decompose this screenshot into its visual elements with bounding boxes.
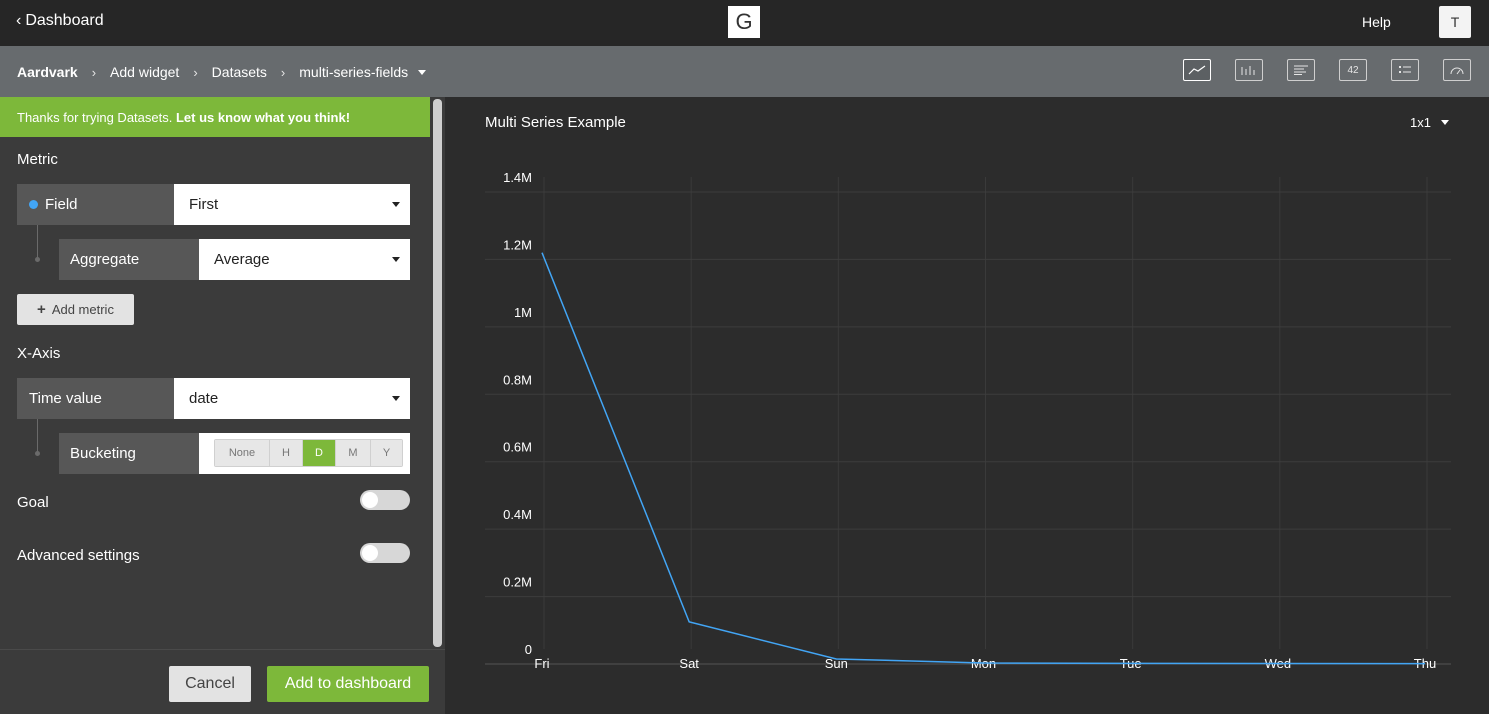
feedback-banner: Thanks for trying Datasets. Let us know … [0,97,430,137]
chevron-left-icon: ‹ [16,12,22,29]
back-link-label: Dashboard [25,12,104,29]
cancel-button[interactable]: Cancel [169,666,251,702]
add-to-dashboard-button[interactable]: Add to dashboard [267,666,429,702]
series-line [541,252,1426,665]
bucketing-option-month[interactable]: M [336,440,371,466]
aggregate-select[interactable]: Average [199,239,410,280]
back-to-dashboard-link[interactable]: ‹ Dashboard [16,12,104,30]
breadcrumb-bar: Aardvark › Add widget › Datasets › multi… [0,46,1489,97]
add-metric-label: Add metric [51,302,114,317]
breadcrumb-item-add-widget[interactable]: Add widget [110,64,180,80]
tree-connector [37,225,38,259]
time-value-select-value: date [189,390,219,407]
bar-chart-icon[interactable] [1235,59,1263,81]
avatar[interactable]: T [1439,6,1471,38]
text-icon[interactable] [1287,59,1315,81]
chevron-down-icon [392,396,400,401]
goal-toggle[interactable] [360,490,410,510]
breadcrumb: Aardvark › Add widget › Datasets › multi… [17,64,427,80]
logo: G [728,6,760,38]
chevron-down-icon [392,202,400,207]
metric-section-title: Metric [17,151,58,168]
breadcrumb-item-aardvark[interactable]: Aardvark [17,64,78,80]
tree-connector [37,419,38,453]
aggregate-select-value: Average [214,251,270,268]
advanced-settings-label: Advanced settings [17,547,140,564]
line-chart-icon[interactable] [1183,59,1211,81]
field-select-value: First [189,196,219,213]
field-select[interactable]: First [174,184,410,225]
number-icon[interactable]: 42 [1339,59,1367,81]
scrollbar-thumb[interactable] [433,99,442,647]
bucketing-label: Bucketing [59,433,199,474]
config-panel: Thanks for trying Datasets. Let us know … [0,97,445,714]
tree-node-dot [35,257,40,262]
y-tick-label: 0.2M [503,575,532,590]
series-color-dot [29,200,38,209]
top-bar: ‹ Dashboard G Help T [0,0,1489,46]
x-tick-label: Fri [534,656,549,671]
widget-title: Multi Series Example [485,114,626,131]
time-value-label: Time value [17,378,174,419]
chevron-right-icon: › [193,64,198,80]
chevron-right-icon: › [91,64,97,80]
breadcrumb-item-dataset[interactable]: multi-series-fields [299,64,409,80]
visualization-type-picker: 42 [1183,59,1471,81]
help-link[interactable]: Help [1362,14,1391,30]
widget-size-select[interactable]: 1x1 [1410,115,1449,130]
x-tick-label: Sat [679,656,699,671]
tree-node-dot [35,451,40,456]
bucketing-segmented-control: None H D M Y [214,439,403,467]
advanced-settings-toggle[interactable] [360,543,410,563]
feedback-link[interactable]: Let us know what you think! [175,110,351,125]
bucketing-option-year[interactable]: Y [371,440,402,466]
time-value-select[interactable]: date [174,378,410,419]
chevron-down-icon [1441,120,1449,125]
field-label: Field [17,184,174,225]
bucketing-option-hour[interactable]: H [270,440,303,466]
toggle-knob [362,492,378,508]
aggregate-label: Aggregate [59,239,199,280]
bucketing-option-none[interactable]: None [215,440,270,466]
chevron-down-icon [392,257,400,262]
y-tick-label: 1.4M [503,170,532,185]
widget-size-value: 1x1 [1410,115,1431,130]
plus-icon: + [37,301,46,318]
panel-footer: Cancel Add to dashboard [0,649,445,714]
toggle-knob [362,545,378,561]
banner-text: Thanks for trying Datasets. [17,110,173,125]
y-tick-label: 0.4M [503,507,532,522]
x-axis-section-title: X-Axis [17,345,61,362]
chevron-down-icon[interactable] [418,69,427,75]
add-metric-button[interactable]: + Add metric [17,294,134,325]
y-tick-label: 0 [525,642,532,657]
widget-preview: 0 0.2M 0.4M 0.6M 0.8M 1M 1.2M 1.4M Fri Sat Sun Mon T… [445,97,1489,714]
gauge-icon[interactable] [1443,59,1471,81]
field-label-text: Field [45,196,78,213]
breadcrumb-item-datasets[interactable]: Datasets [211,64,267,80]
bucketing-option-day[interactable]: D [303,440,336,466]
goal-label: Goal [17,494,49,511]
y-tick-label: 0.6M [503,440,532,455]
chevron-right-icon: › [280,64,286,80]
y-tick-label: 1.2M [503,237,532,252]
list-icon[interactable] [1391,59,1419,81]
y-tick-label: 0.8M [503,372,532,387]
y-tick-label: 1M [514,305,532,320]
